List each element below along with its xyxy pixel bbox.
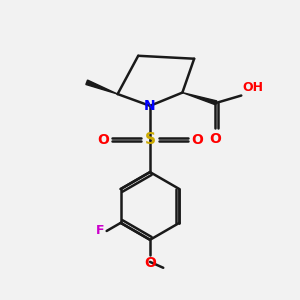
Polygon shape (86, 80, 118, 94)
Text: O: O (144, 256, 156, 270)
Text: O: O (209, 132, 221, 146)
Text: OH: OH (243, 81, 264, 94)
Polygon shape (182, 93, 217, 105)
Text: O: O (191, 133, 203, 147)
Text: S: S (145, 132, 155, 147)
Text: O: O (97, 133, 109, 147)
Text: F: F (96, 224, 104, 238)
Text: N: N (144, 99, 156, 113)
